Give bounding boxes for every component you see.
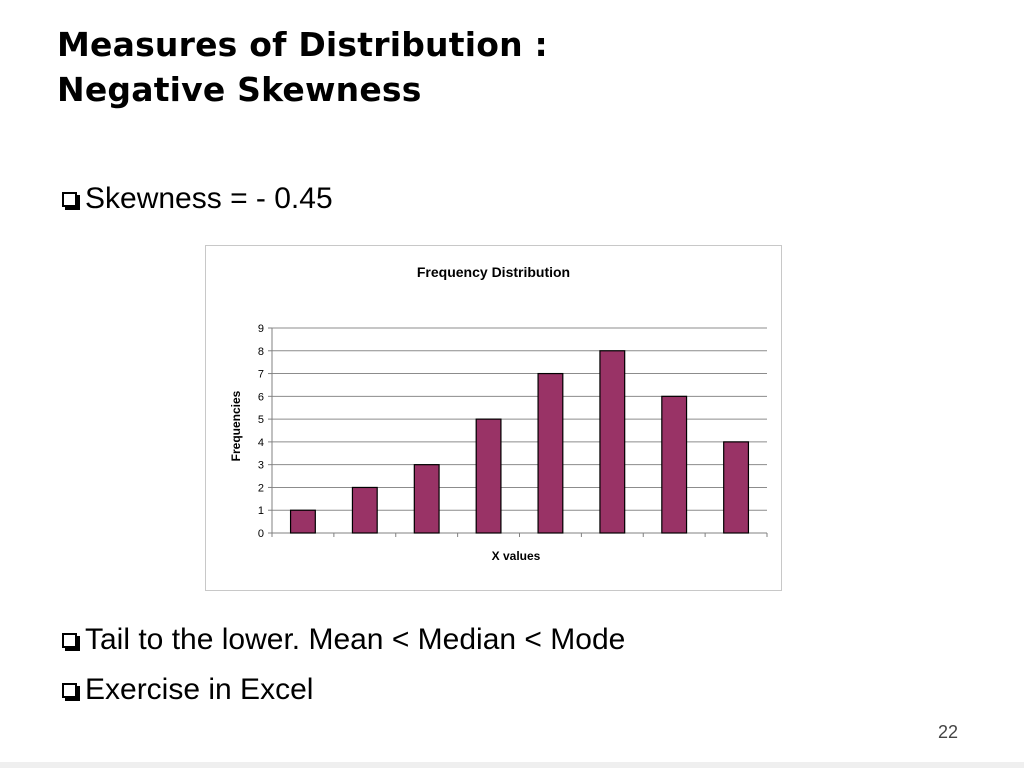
bullet-tail: Tail to the lower. Mean < Median < Mode bbox=[62, 622, 625, 658]
bar bbox=[413, 464, 440, 534]
bar bbox=[351, 486, 378, 534]
y-axis-label: Frequencies bbox=[229, 390, 243, 462]
bullet-text: Tail to the lower. Mean < Median < Mode bbox=[85, 623, 626, 656]
y-tick-label: 7 bbox=[258, 369, 264, 381]
bar-chart: 0 1 2 3 4 5 6 7 8 9 bbox=[258, 323, 768, 540]
bullet-text: Skewness = - 0.45 bbox=[85, 182, 333, 215]
y-tick-label: 5 bbox=[258, 414, 264, 426]
chart-title: Frequency Distribution bbox=[416, 264, 571, 280]
y-tick-label: 0 bbox=[258, 528, 264, 540]
hollow-square-bullet-icon bbox=[62, 191, 77, 207]
bullet-text: Exercise in Excel bbox=[85, 673, 314, 706]
hollow-square-bullet-icon bbox=[62, 632, 77, 648]
bar bbox=[661, 395, 688, 534]
bar bbox=[537, 372, 564, 534]
y-tick-label: 8 bbox=[258, 346, 264, 358]
slide-title-line2: Negative Skewness bbox=[57, 70, 422, 109]
page-number: 22 bbox=[937, 722, 958, 742]
slide-title: Measures of Distribution : Negative Skew… bbox=[57, 22, 548, 112]
y-tick-label: 1 bbox=[258, 505, 264, 517]
x-axis-label: X values bbox=[491, 549, 541, 563]
slide-title-line1: Measures of Distribution : bbox=[57, 25, 548, 64]
hollow-square-bullet-icon bbox=[62, 682, 77, 698]
bar bbox=[723, 441, 750, 534]
y-tick-label: 3 bbox=[258, 460, 264, 472]
y-tick-label: 9 bbox=[258, 323, 264, 335]
footer-band bbox=[0, 762, 1024, 768]
bar bbox=[289, 509, 316, 534]
bar bbox=[599, 350, 626, 534]
y-tick-label: 6 bbox=[258, 391, 264, 403]
chart-frame: Frequency Distribution 0 1 2 3 4 5 6 7 8 9 Freque… bbox=[205, 245, 782, 591]
y-tick-label: 4 bbox=[258, 437, 264, 449]
bullet-skewness: Skewness = - 0.45 bbox=[62, 181, 333, 217]
bar bbox=[475, 418, 502, 534]
y-tick-label: 2 bbox=[258, 482, 264, 494]
bullet-exercise: Exercise in Excel bbox=[62, 672, 313, 708]
